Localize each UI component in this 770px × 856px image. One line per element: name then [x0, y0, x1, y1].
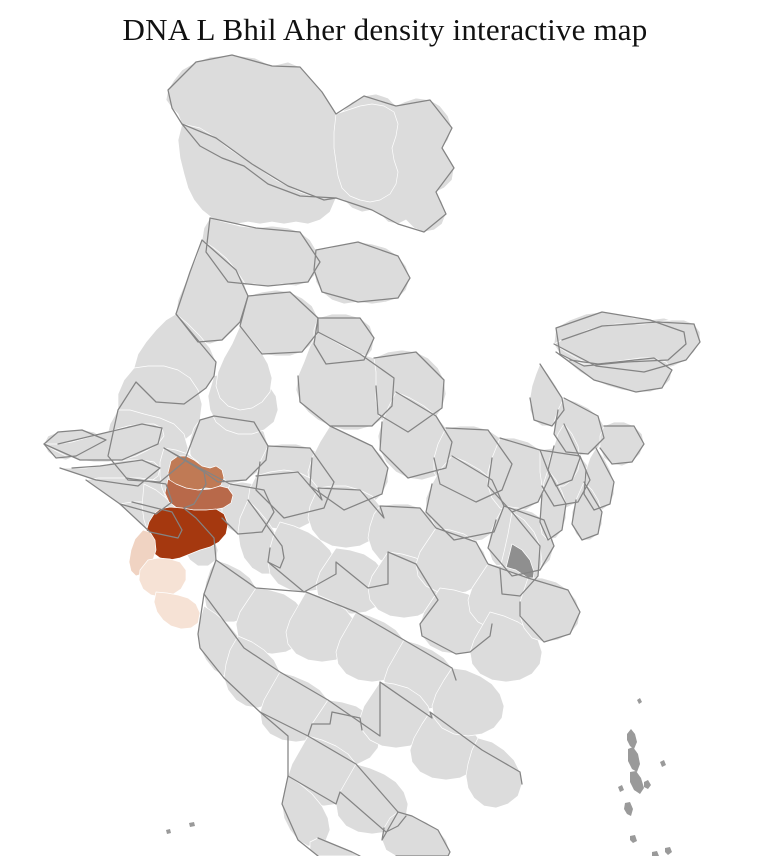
- page-title: DNA L Bhil Aher density interactive map: [122, 12, 648, 47]
- highlight-district-5[interactable]: [138, 557, 187, 598]
- india-choropleth-map[interactable]: [0, 52, 770, 856]
- highlighted-districts-layer[interactable]: [128, 455, 234, 630]
- state-boundaries-layer: [43, 54, 701, 856]
- lakshadweep-islands: [166, 822, 195, 834]
- highlight-district-6[interactable]: [153, 591, 201, 630]
- map-svg[interactable]: [0, 52, 770, 856]
- map-base-layer: [43, 54, 701, 856]
- andaman-nicobar-islands: [618, 698, 672, 856]
